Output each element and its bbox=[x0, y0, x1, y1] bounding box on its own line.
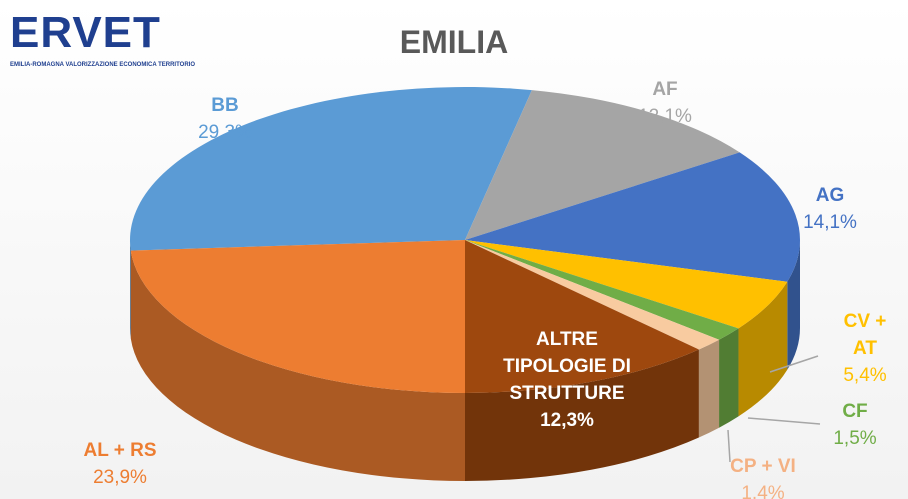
slice bbox=[130, 87, 532, 251]
slice bbox=[465, 152, 801, 282]
category-label: CV + AT bbox=[843, 311, 887, 359]
leader-line bbox=[727, 429, 731, 463]
category-label: BB bbox=[211, 95, 239, 116]
data-label: CV + AT 5,4% bbox=[843, 308, 886, 389]
category-label: AF bbox=[652, 79, 678, 100]
slice bbox=[130, 240, 465, 393]
data-label: BB 29,3% bbox=[198, 92, 252, 146]
leader-line bbox=[769, 355, 819, 373]
leader-line bbox=[747, 417, 821, 425]
category-label: AL + RS bbox=[83, 440, 157, 461]
logo-subtitle: EMILIA-ROMAGNA VALORIZZAZIONE ECONOMICA … bbox=[10, 62, 195, 68]
data-label: CP + VI 1,4% bbox=[730, 453, 796, 499]
value-label: 1,5% bbox=[833, 428, 877, 449]
slice bbox=[465, 240, 720, 350]
category-label: AG bbox=[815, 185, 845, 206]
value-label: 12,1% bbox=[638, 106, 692, 127]
slice bbox=[465, 240, 739, 340]
category-label: CF bbox=[842, 401, 868, 422]
slice-side bbox=[698, 339, 720, 438]
data-label: AG 14,1% bbox=[803, 182, 857, 236]
slice-side bbox=[719, 328, 739, 428]
slice-side bbox=[738, 281, 788, 417]
value-label: 1,4% bbox=[741, 483, 785, 499]
logo: ERVET bbox=[10, 8, 161, 57]
data-label: AL + RS 23,9% bbox=[83, 437, 156, 491]
value-label: 14,1% bbox=[803, 212, 857, 233]
value-label: 12,3% bbox=[540, 410, 594, 431]
slice-side bbox=[465, 349, 699, 481]
value-label: 23,9% bbox=[93, 467, 147, 488]
slice-side bbox=[787, 240, 800, 370]
slice-side bbox=[130, 250, 465, 481]
slice bbox=[465, 240, 788, 329]
data-label: CF 1,5% bbox=[833, 398, 876, 452]
category-label: CP + VI bbox=[730, 456, 796, 477]
category-label: ALTRE TIPOLOGIE DI STRUTTURE bbox=[503, 329, 631, 404]
slice-side bbox=[130, 240, 131, 339]
data-label: ALTRE TIPOLOGIE DI STRUTTURE 12,3% bbox=[492, 326, 642, 434]
chart-title: EMILIA bbox=[399, 24, 509, 60]
slice bbox=[465, 90, 740, 240]
value-label: 29,3% bbox=[198, 122, 252, 143]
slice bbox=[465, 240, 699, 393]
value-label: 5,4% bbox=[843, 365, 887, 386]
data-label: AF 12,1% bbox=[638, 76, 692, 130]
